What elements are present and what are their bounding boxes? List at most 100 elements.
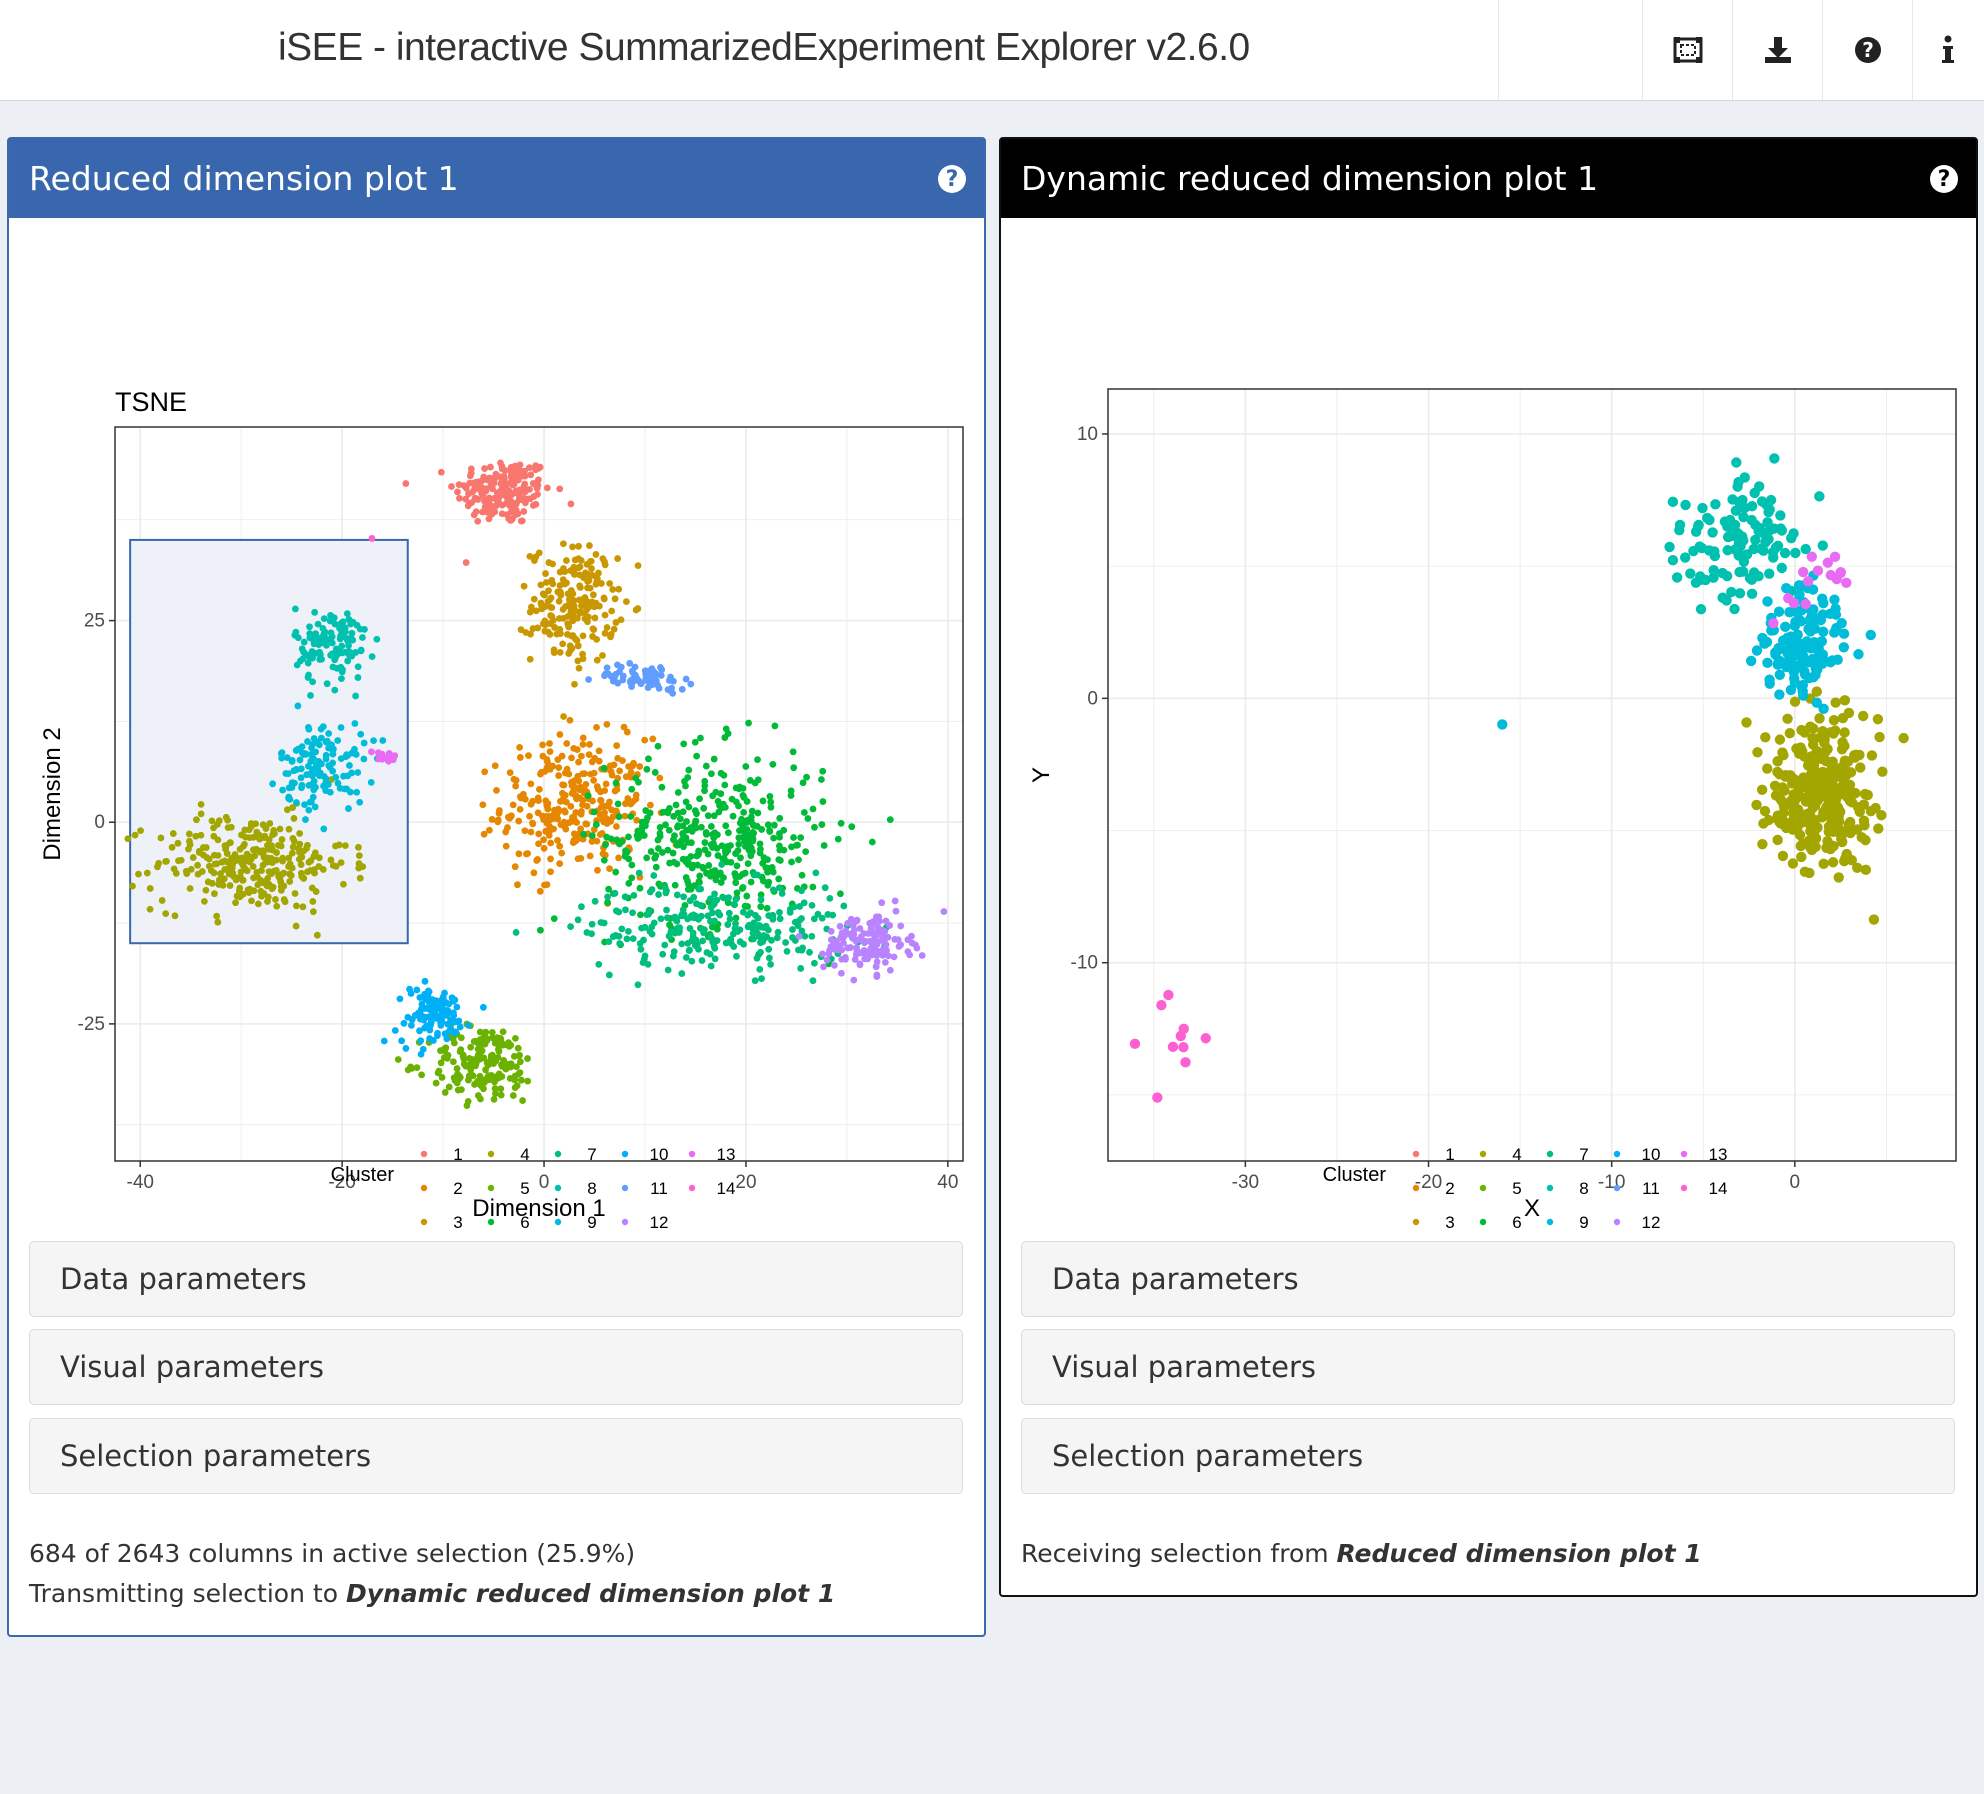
data-point — [456, 1048, 464, 1056]
x-tick-label: 0 — [539, 1172, 550, 1193]
info-icon[interactable] — [1924, 26, 1972, 74]
help-icon[interactable]: ? — [1844, 26, 1892, 74]
data-point — [559, 640, 567, 648]
data-point — [447, 1025, 455, 1033]
data-point — [257, 848, 264, 856]
data-point — [636, 884, 644, 892]
selection-parameters-collapse[interactable]: Selection parameters — [1021, 1418, 1955, 1494]
data-point — [688, 957, 696, 965]
data-point — [682, 675, 690, 683]
data-point — [1738, 511, 1749, 523]
data-point — [1723, 518, 1734, 529]
data-point — [215, 876, 223, 884]
data-point — [593, 635, 601, 643]
data-point — [652, 863, 660, 871]
data-point — [611, 595, 619, 603]
selection-parameters-collapse[interactable]: Selection parameters — [29, 1418, 963, 1494]
data-point — [175, 857, 182, 865]
data-point — [1178, 1041, 1189, 1053]
data-point — [578, 903, 585, 911]
data-point — [146, 905, 154, 913]
data-point — [725, 894, 732, 901]
data-point — [703, 869, 711, 877]
data-point — [707, 822, 715, 830]
data-point — [685, 803, 693, 811]
data-point — [253, 868, 261, 876]
data-point — [1788, 635, 1799, 646]
legend-label: 1 — [453, 1145, 462, 1164]
data-point — [680, 843, 687, 851]
data-point — [886, 816, 894, 824]
data-point — [1817, 540, 1828, 551]
download-icon[interactable] — [1754, 26, 1802, 74]
collapse-label: Data parameters — [1052, 1262, 1299, 1296]
data-point — [622, 906, 629, 914]
data-point — [643, 854, 651, 862]
data-point — [892, 907, 900, 915]
data-point — [760, 854, 768, 862]
data-point — [593, 723, 600, 731]
data-point — [396, 995, 404, 1003]
data-parameters-collapse[interactable]: Data parameters — [29, 1241, 963, 1317]
data-parameters-collapse[interactable]: Data parameters — [1021, 1241, 1955, 1317]
data-point — [684, 861, 692, 868]
data-point — [341, 785, 348, 793]
data-point — [560, 713, 567, 720]
data-point — [732, 895, 740, 903]
help-icon[interactable]: ? — [938, 165, 966, 193]
top-navbar: iSEE - interactive SummarizedExperiment … — [0, 0, 1984, 101]
data-point — [314, 620, 322, 628]
data-point — [708, 868, 716, 876]
dynamic-scatter-plot[interactable]: -30 -20 -10 0-10010XYCluster123456789101112… — [1021, 229, 1961, 1249]
data-point — [309, 793, 317, 801]
visual-parameters-collapse[interactable]: Visual parameters — [1021, 1329, 1955, 1405]
data-point — [481, 1040, 489, 1048]
data-point — [826, 895, 834, 902]
data-point — [572, 792, 579, 799]
data-point — [422, 995, 429, 1003]
data-point — [421, 977, 429, 985]
data-point — [1788, 813, 1799, 825]
data-point — [834, 835, 842, 843]
data-point — [585, 603, 593, 611]
data-point — [325, 730, 333, 737]
data-point — [664, 686, 672, 694]
data-point — [1838, 628, 1850, 639]
data-point — [1860, 834, 1871, 846]
data-point — [590, 769, 598, 777]
data-point — [709, 792, 717, 800]
data-point — [379, 737, 387, 744]
data-point — [554, 837, 561, 844]
tour-icon[interactable] — [1664, 26, 1712, 74]
visual-parameters-collapse[interactable]: Visual parameters — [29, 1329, 963, 1405]
data-point — [603, 664, 611, 672]
data-point — [517, 1076, 525, 1084]
data-point — [864, 955, 872, 963]
data-point — [485, 826, 493, 834]
data-point — [643, 765, 651, 773]
data-point — [217, 870, 224, 878]
data-point — [647, 681, 655, 689]
data-point — [440, 1054, 448, 1061]
data-point — [250, 874, 257, 882]
data-point — [590, 776, 598, 784]
data-point — [708, 770, 715, 778]
data-point — [830, 961, 838, 969]
data-point — [735, 840, 743, 848]
data-point — [570, 744, 578, 752]
help-icon[interactable]: ? — [1930, 165, 1958, 193]
data-point — [757, 948, 764, 956]
data-point — [1828, 728, 1839, 739]
data-point — [535, 476, 542, 484]
data-point — [735, 785, 743, 793]
data-point — [311, 608, 319, 616]
data-point — [882, 941, 890, 949]
data-point — [567, 600, 575, 608]
data-point — [1830, 796, 1841, 808]
data-point — [213, 821, 221, 828]
data-point — [661, 941, 669, 949]
cluster-13-points — [368, 748, 399, 765]
legend-key — [1412, 1150, 1420, 1158]
x-tick-label: 20 — [735, 1172, 756, 1193]
